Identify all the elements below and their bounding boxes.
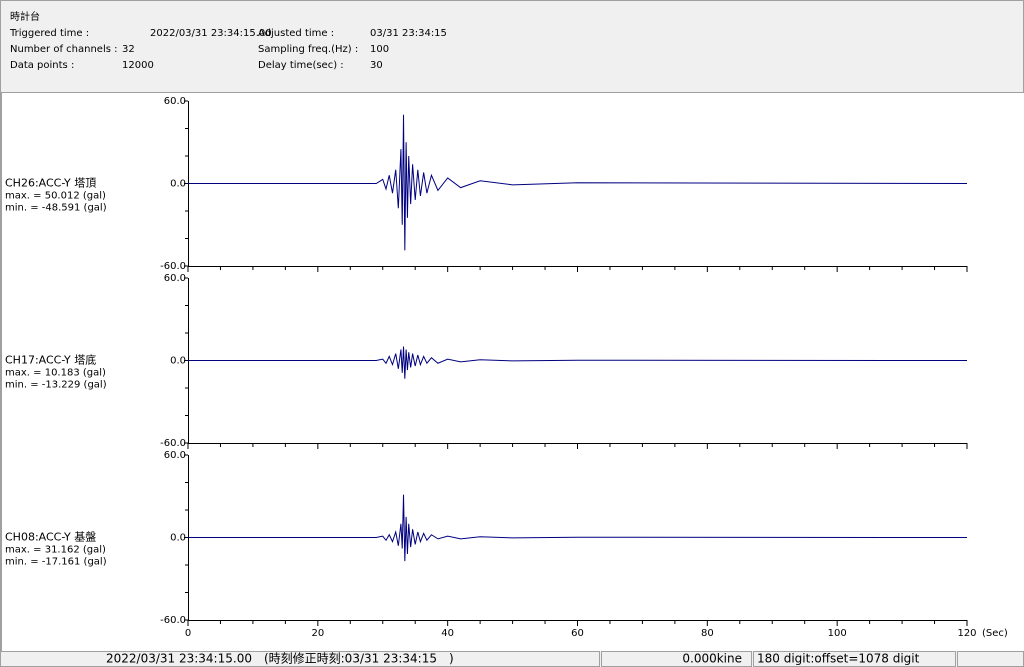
field-value: 12000 <box>122 60 154 71</box>
x-tick-label: 120 <box>957 628 976 639</box>
field-label: Sampling freq.(Hz) : <box>258 44 358 55</box>
channel-min: min. = -17.161 (gal) <box>5 557 107 568</box>
y-tick-label: 60.0 <box>164 450 186 461</box>
field-value: 03/31 23:34:15 <box>370 28 447 39</box>
header-panel <box>0 0 1024 93</box>
status-digit: 180 digit:offset=1078 digit <box>757 652 920 666</box>
waveform <box>188 114 968 251</box>
y-tick-label: 60.0 <box>164 273 186 284</box>
x-tick-label: 40 <box>441 628 454 639</box>
status-time: 2022/03/31 23:34:15.00 (時刻修正時刻:03/31 23:… <box>106 651 454 666</box>
field-label: Delay time(sec) : <box>258 60 344 71</box>
channel-max: max. = 50.012 (gal) <box>5 191 106 202</box>
x-tick-label: 0 <box>185 628 191 639</box>
channel-title: CH17:ACC-Y 塔底 <box>5 353 96 367</box>
header-title: 時計台 <box>10 10 40 23</box>
y-tick-label: 60.0 <box>164 96 186 107</box>
channel-max: max. = 31.162 (gal) <box>5 545 106 556</box>
x-tick-label: 20 <box>311 628 324 639</box>
y-tick-label: -60.0 <box>160 261 186 272</box>
status-bar <box>0 651 1024 667</box>
y-tick-label: 0.0 <box>170 179 186 190</box>
x-tick-label: 100 <box>828 628 847 639</box>
channel-min: min. = -48.591 (gal) <box>5 203 107 214</box>
field-value: 2022/03/31 23:34:15.00 <box>150 28 272 39</box>
field-label: Triggered time : <box>9 28 89 39</box>
field-value: 32 <box>122 44 135 55</box>
channel-title: CH26:ACC-Y 塔頂 <box>5 177 96 190</box>
field-label: Adjusted time : <box>258 28 334 39</box>
plot-border <box>0 93 2 651</box>
status-velocity: 0.000kine <box>682 652 742 666</box>
field-label: Number of channels : <box>10 44 118 55</box>
y-tick-label: -60.0 <box>160 615 186 626</box>
y-tick-label: 0.0 <box>170 533 186 544</box>
x-tick-label: 60 <box>571 628 584 639</box>
channel-min: min. = -13.229 (gal) <box>5 380 107 391</box>
x-tick-label: 80 <box>701 628 714 639</box>
y-tick-label: -60.0 <box>160 438 186 449</box>
field-value: 100 <box>370 44 389 55</box>
field-value: 30 <box>370 60 383 71</box>
channel-max: max. = 10.183 (gal) <box>5 368 106 379</box>
y-tick-label: 0.0 <box>170 356 186 367</box>
field-label: Data points : <box>10 60 74 71</box>
waveform <box>188 346 968 379</box>
x-axis-label: (Sec) <box>982 628 1008 639</box>
channel-title: CH08:ACC-Y 基盤 <box>5 531 96 544</box>
waveform <box>188 494 968 562</box>
